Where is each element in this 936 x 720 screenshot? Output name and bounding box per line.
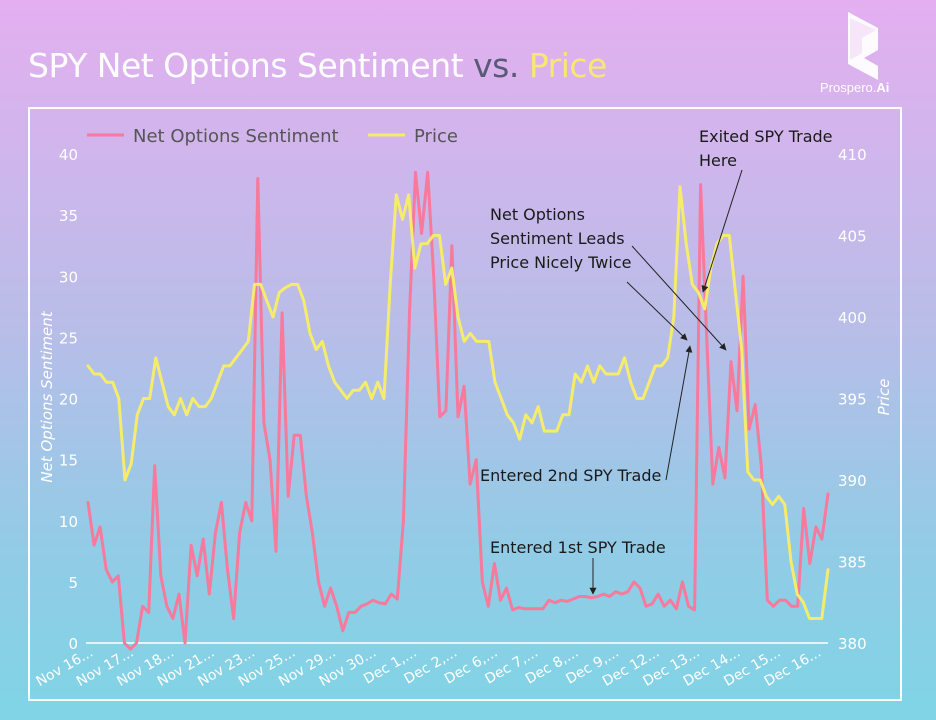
- annotation-leads: Net Options Sentiment Leads Price Nicely…: [490, 205, 632, 272]
- y2-ticks: 380 385 390 395 400 405 410: [838, 146, 867, 653]
- annotation-exited: Exited SPY Trade Here: [699, 127, 833, 170]
- y2-tick-label: 400: [838, 309, 867, 327]
- y-tick-label: 30: [59, 268, 78, 286]
- chart-frame: [28, 107, 902, 701]
- arrow-leads-2: [631, 245, 727, 351]
- annotation-arrows: [589, 169, 743, 595]
- y-tick-label: 15: [59, 452, 78, 470]
- y2-tick-label: 405: [838, 228, 867, 246]
- y2-tick-label: 380: [838, 635, 867, 653]
- chart-title: SPY Net Options Sentiment vs. Price: [28, 46, 607, 85]
- title-vs: vs.: [473, 46, 519, 85]
- y-tick-label: 5: [68, 574, 78, 592]
- y-tick-label: 35: [59, 207, 78, 225]
- title-price: Price: [528, 46, 608, 85]
- title-main: SPY Net Options Sentiment: [28, 46, 464, 85]
- annotation-entered-1st: Entered 1st SPY Trade: [490, 538, 666, 557]
- y-tick-label: 10: [59, 513, 78, 531]
- y-tick-label: 25: [59, 329, 78, 347]
- y2-tick-label: 395: [838, 391, 867, 409]
- prospero-logo-icon: [848, 12, 878, 80]
- legend-price-label: Price: [414, 126, 458, 147]
- series-group: [86, 170, 830, 651]
- y-tick-label: 0: [68, 635, 78, 653]
- price-series-line: [86, 185, 830, 620]
- arrow-entered-2nd: [665, 345, 693, 481]
- y2-tick-label: 385: [838, 554, 867, 572]
- y-tick-label: 40: [59, 146, 78, 164]
- y2-tick-label: 390: [838, 472, 867, 490]
- y-tick-label: 20: [59, 391, 78, 409]
- arrow-leads-1: [626, 281, 688, 341]
- y2-axis-label: Price: [875, 379, 893, 416]
- y-ticks: 0 5 10 15 20 25 30 35 40: [59, 146, 78, 653]
- legend-sentiment-label: Net Options Sentiment: [133, 126, 339, 147]
- y-axis-label: Net Options Sentiment: [38, 310, 56, 482]
- x-ticks: Nov 16...Nov 17...Nov 18...Nov 21...Nov …: [33, 645, 824, 690]
- y2-tick-label: 410: [838, 146, 867, 164]
- annotation-entered-2nd: Entered 2nd SPY Trade: [480, 466, 662, 485]
- brand-name: Prospero.Ai: [820, 80, 890, 95]
- legend: Net Options Sentiment Price: [87, 126, 458, 147]
- arrow-exited: [701, 169, 743, 293]
